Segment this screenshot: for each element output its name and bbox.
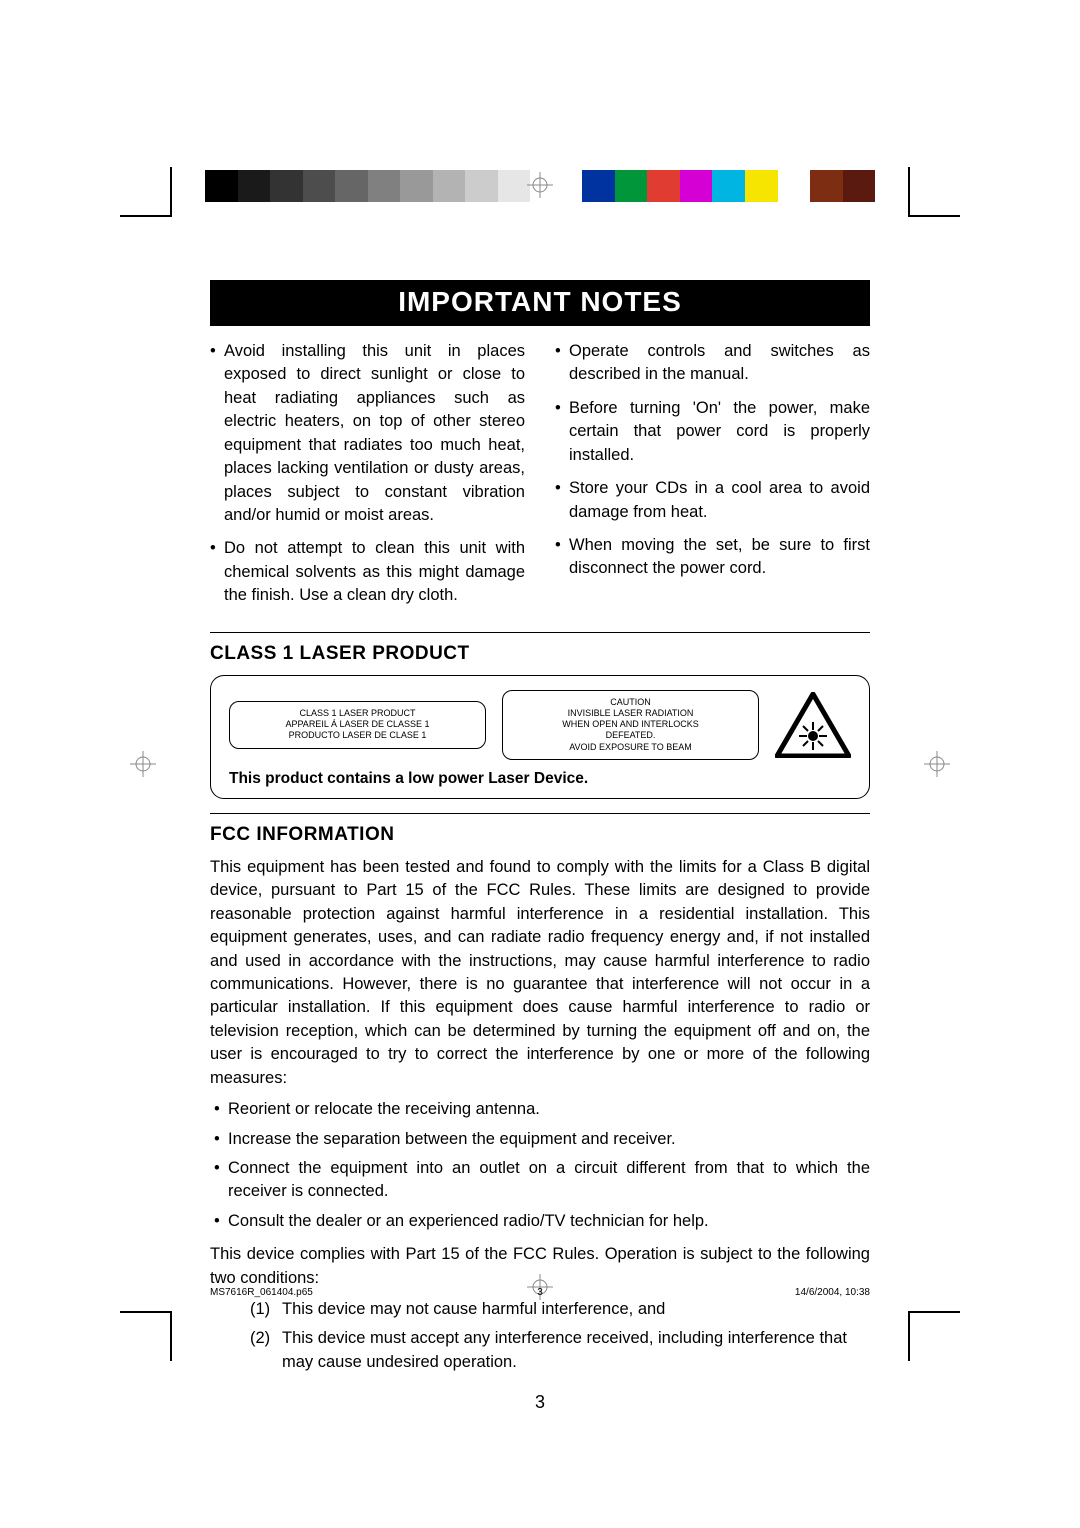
fcc-conditions-list: (1) This device may not cause harmful in…: [250, 1298, 870, 1374]
footer-filename: MS7616R_061404.p65: [210, 1287, 313, 1298]
laser-info-box: CLASS 1 LASER PRODUCTAPPAREIL Á LASER DE…: [210, 675, 870, 799]
note-item: When moving the set, be sure to first di…: [555, 534, 870, 581]
colorbar-segment: [778, 170, 811, 202]
colorbar-segment: [563, 170, 583, 202]
colorbar-segment: [810, 170, 843, 202]
crop-mark: [910, 1311, 960, 1313]
laser-footnote: This product contains a low power Laser …: [229, 770, 851, 788]
fcc-paragraph: This device complies with Part 15 of the…: [210, 1243, 870, 1290]
page-number: 3: [210, 1392, 870, 1413]
divider: [210, 632, 870, 633]
colorbar-segment: [745, 170, 778, 202]
colorbar-segment: [335, 170, 368, 202]
fcc-measure-item: Consult the dealer or an experienced rad…: [210, 1210, 870, 1233]
section-title: IMPORTANT NOTES: [210, 280, 870, 326]
footer-metadata: MS7616R_061404.p65 3 14/6/2004, 10:38: [210, 1287, 870, 1298]
colorbar-segment: [843, 170, 876, 202]
colorbar-segment: [368, 170, 401, 202]
divider: [210, 813, 870, 814]
fcc-condition-item: (1) This device may not cause harmful in…: [250, 1298, 870, 1321]
colorbar-segment: [498, 170, 531, 202]
fcc-condition-item: (2) This device must accept any interfer…: [250, 1327, 870, 1374]
colorbar-segment: [582, 170, 615, 202]
fcc-measures-list: Reorient or relocate the receiving anten…: [210, 1098, 870, 1233]
colorbar-segment: [615, 170, 648, 202]
colorbar-segment: [270, 170, 303, 202]
colorbar-segment: [400, 170, 433, 202]
note-item: Before turning 'On' the power, make cert…: [555, 397, 870, 467]
colorbar-segment: [680, 170, 713, 202]
note-item: Store your CDs in a cool area to avoid d…: [555, 477, 870, 524]
fcc-measure-item: Connect the equipment into an outlet on …: [210, 1157, 870, 1204]
crop-mark: [120, 215, 170, 217]
colorbar-segment: [712, 170, 745, 202]
fcc-measure-item: Increase the separation between the equi…: [210, 1128, 870, 1151]
footer-datetime: 14/6/2004, 10:38: [795, 1287, 870, 1298]
registration-mark-icon: [924, 751, 950, 777]
crop-mark: [120, 1311, 170, 1313]
note-item: Do not attempt to clean this unit with c…: [210, 537, 525, 607]
colorbar-segment: [465, 170, 498, 202]
registration-mark-icon: [130, 751, 156, 777]
note-item: Operate controls and switches as describ…: [555, 340, 870, 387]
fcc-heading: FCC INFORMATION: [210, 824, 870, 846]
registration-mark-icon: [527, 172, 553, 198]
notes-columns: Avoid installing this unit in places exp…: [210, 340, 870, 618]
fcc-paragraph: This equipment has been tested and found…: [210, 856, 870, 1090]
note-item: Avoid installing this unit in places exp…: [210, 340, 525, 527]
laser-warning-icon: [775, 692, 851, 758]
colorbar-segment: [238, 170, 271, 202]
laser-class-label-box: CLASS 1 LASER PRODUCTAPPAREIL Á LASER DE…: [229, 701, 486, 749]
crop-mark: [910, 215, 960, 217]
colorbar-segment: [433, 170, 466, 202]
colorbar-segment: [303, 170, 336, 202]
colorbar-segment: [647, 170, 680, 202]
laser-heading: CLASS 1 LASER PRODUCT: [210, 643, 870, 665]
footer-page: 3: [537, 1287, 543, 1298]
fcc-measure-item: Reorient or relocate the receiving anten…: [210, 1098, 870, 1121]
laser-caution-box: CAUTIONINVISIBLE LASER RADIATIONWHEN OPE…: [502, 690, 759, 760]
colorbar-segment: [205, 170, 238, 202]
